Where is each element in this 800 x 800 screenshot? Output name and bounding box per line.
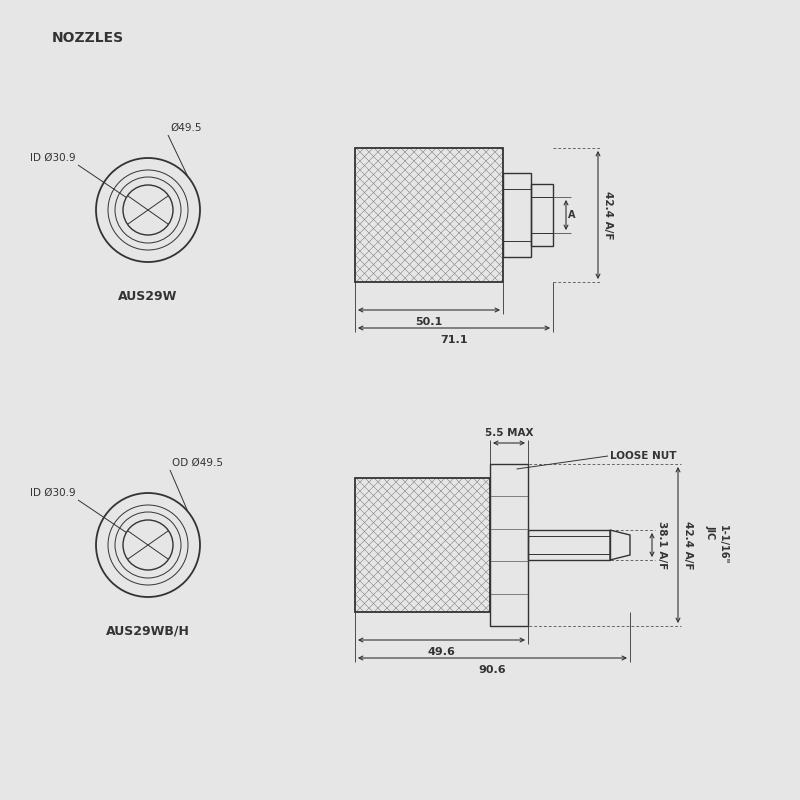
Text: 42.4 A/F: 42.4 A/F bbox=[603, 190, 613, 239]
Text: 50.1: 50.1 bbox=[415, 317, 442, 327]
Text: AUS29W: AUS29W bbox=[118, 290, 178, 303]
Text: 49.6: 49.6 bbox=[427, 647, 455, 657]
Text: LOOSE NUT: LOOSE NUT bbox=[610, 451, 677, 461]
Text: ID Ø30.9: ID Ø30.9 bbox=[30, 153, 76, 163]
Text: ID Ø30.9: ID Ø30.9 bbox=[30, 488, 76, 498]
Text: 42.4 A/F: 42.4 A/F bbox=[683, 521, 693, 570]
Text: OD Ø49.5: OD Ø49.5 bbox=[172, 458, 223, 468]
Bar bbox=[531, 184, 553, 246]
Bar bbox=[528, 530, 610, 560]
Bar bbox=[503, 173, 531, 257]
Text: A: A bbox=[568, 210, 575, 220]
Text: 1-1/16"
JIC: 1-1/16" JIC bbox=[706, 526, 728, 565]
Text: AUS29WB/H: AUS29WB/H bbox=[106, 625, 190, 638]
Bar bbox=[355, 148, 503, 282]
Text: NOZZLES: NOZZLES bbox=[52, 31, 124, 45]
Text: 90.6: 90.6 bbox=[478, 665, 506, 675]
Bar bbox=[490, 464, 528, 626]
Bar bbox=[355, 478, 490, 612]
Text: 5.5 MAX: 5.5 MAX bbox=[485, 428, 534, 438]
Text: 71.1: 71.1 bbox=[440, 335, 468, 345]
Text: 38.1 A/F: 38.1 A/F bbox=[657, 521, 667, 569]
Text: Ø49.5: Ø49.5 bbox=[170, 123, 202, 133]
